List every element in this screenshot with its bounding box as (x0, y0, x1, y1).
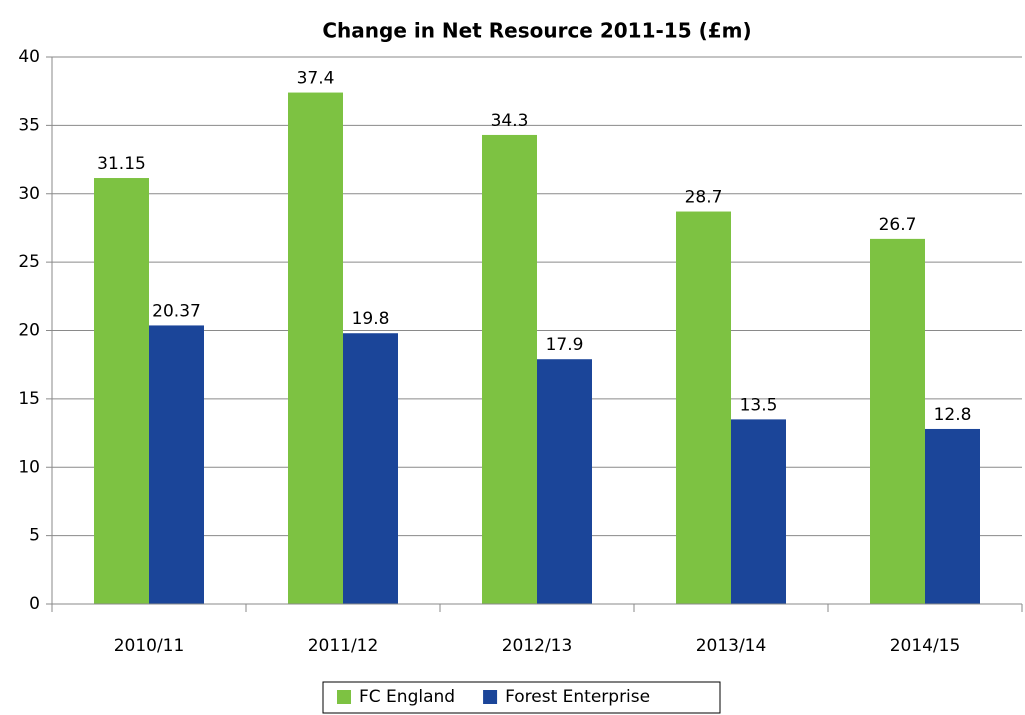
data-label: 12.8 (934, 405, 972, 425)
data-label: 20.37 (152, 301, 201, 321)
data-label: 13.5 (740, 395, 778, 415)
data-label: 19.8 (352, 309, 390, 329)
x-tick-label: 2012/13 (502, 636, 573, 656)
y-tick-label: 20 (18, 321, 40, 341)
data-label: 37.4 (297, 69, 335, 89)
bar (149, 325, 204, 604)
data-label: 34.3 (491, 111, 529, 131)
y-tick-label: 10 (18, 457, 40, 477)
y-tick-label: 40 (18, 47, 40, 67)
bar (94, 178, 149, 604)
y-tick-label: 30 (18, 184, 40, 204)
x-tick-label: 2010/11 (114, 636, 185, 656)
data-label: 28.7 (685, 188, 723, 208)
y-tick-label: 5 (29, 526, 40, 546)
y-tick-label: 25 (18, 252, 40, 272)
x-tick-label: 2014/15 (890, 636, 961, 656)
y-tick-label: 0 (29, 594, 40, 614)
legend-swatch (337, 690, 351, 704)
y-tick-label: 15 (18, 389, 40, 409)
legend-label: FC England (359, 687, 455, 707)
bar (870, 238, 925, 604)
bar (288, 92, 343, 605)
bar (482, 134, 537, 604)
x-tick-label: 2011/12 (308, 636, 379, 656)
bar (537, 359, 592, 604)
chart-title: Change in Net Resource 2011-15 (£m) (322, 19, 751, 43)
data-label: 17.9 (546, 335, 584, 355)
legend-box (322, 681, 721, 714)
x-tick-label: 2013/14 (696, 636, 767, 656)
y-tick-label: 35 (18, 115, 40, 135)
data-label: 31.15 (97, 154, 146, 174)
legend-swatch (483, 690, 498, 704)
legend-label: Forest Enterprise (505, 687, 650, 707)
bar (343, 333, 398, 604)
bar (676, 211, 731, 604)
bar (731, 419, 786, 604)
bar (925, 428, 980, 604)
data-label: 26.7 (879, 215, 917, 235)
